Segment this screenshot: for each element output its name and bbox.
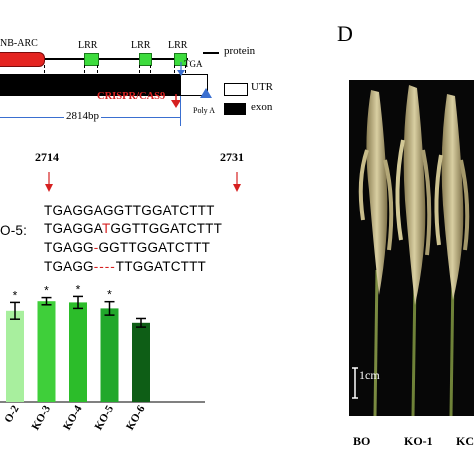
crispr-arrow-icon [171, 94, 181, 108]
lrr-label-3: LRR [168, 40, 188, 51]
tga-label: TGA [184, 59, 203, 69]
bar-ko-4 [69, 302, 87, 402]
panicle-kc [434, 94, 470, 416]
sample-label-kc: KC [456, 434, 474, 448]
sample-label-ko-1: KO-1 [404, 434, 433, 448]
legend-utr-label: UTR [251, 81, 273, 93]
nb-arc-label: NB-ARC [0, 38, 38, 49]
significance-marker: * [44, 284, 49, 298]
lrr-domain-1 [84, 53, 99, 66]
legend-exon-box [224, 103, 246, 115]
connector-dash [139, 65, 140, 73]
legend-utr-box [224, 83, 248, 96]
sequence-row: TGAGGATGGTTGGATCTTT [44, 221, 223, 236]
panicle-ko-1 [395, 85, 432, 416]
tick-label-ko-3: KO-3 [30, 403, 54, 432]
connector-dash [150, 65, 151, 73]
lrr-label-2: LRR [131, 40, 151, 51]
legend-protein-line [203, 52, 219, 54]
error-bar-ko-3 [41, 296, 52, 306]
error-bar-ko-4 [73, 295, 83, 310]
lrr-domain-2 [139, 53, 152, 66]
error-bar-ko-2 [10, 301, 20, 320]
sequence-row: TGAGG----TTGGATCTTT [44, 259, 206, 274]
significance-marker: * [13, 288, 18, 302]
scale-bar [352, 367, 358, 399]
position-right: 2731 [220, 150, 244, 164]
tick-label-ko-2: O-2 [2, 403, 22, 425]
position-right-arrow-icon [233, 172, 241, 192]
bar-ko-6 [132, 322, 150, 402]
panicle-bo [358, 90, 394, 416]
bar-ko-5 [100, 308, 119, 402]
tick-label-ko-6: KO-6 [124, 403, 148, 432]
sequence-row: TGAGG-GGTTGGATCTTT [44, 240, 211, 255]
legend-exon-label: exon [251, 101, 273, 113]
length-label: 2814bp [64, 110, 101, 122]
bar-chart: * O-2 * KO-3 * KO-4 * KO-5 KO-6 [0, 282, 205, 432]
sample-label-bo: BO [353, 434, 371, 448]
scale-label: 1cm [359, 368, 380, 382]
position-left: 2714 [35, 150, 59, 164]
tick-label-ko-5: KO-5 [93, 403, 117, 432]
rice-panicle-photo: 1cm [349, 80, 474, 416]
utr-box [180, 74, 208, 96]
sequence-line-label: O-5: [0, 223, 28, 238]
tick-label-ko-4: KO-4 [61, 403, 85, 432]
polya-label: Poly A [193, 106, 216, 115]
connector-dash [44, 65, 45, 73]
position-left-arrow-icon [45, 172, 53, 192]
connector-dash [174, 65, 175, 73]
exon-bar [0, 74, 180, 96]
legend-protein-label: protein [224, 45, 256, 57]
bar-ko-3 [37, 301, 56, 402]
significance-marker: * [76, 282, 81, 296]
connector-dash [185, 65, 186, 73]
crispr-label: CRISPR/CAS9 [97, 91, 166, 102]
panel-letter-d: D [337, 21, 353, 46]
length-tick [180, 96, 181, 126]
tga-arrow-icon [177, 62, 185, 76]
rice-panicle-illustration [352, 85, 470, 416]
error-bar-ko-5 [104, 300, 115, 316]
polya-arrow-icon [200, 88, 212, 98]
connector-dash [84, 65, 85, 73]
sequence-row: TGAGGAGGTTGGATCTTT [44, 203, 215, 218]
significance-marker: * [107, 288, 112, 302]
bar-ko-2 [6, 310, 24, 402]
lrr-label-1: LRR [78, 40, 98, 51]
nb-arc-domain [0, 52, 45, 67]
connector-dash [97, 65, 98, 73]
error-bar-ko-6 [136, 317, 146, 328]
